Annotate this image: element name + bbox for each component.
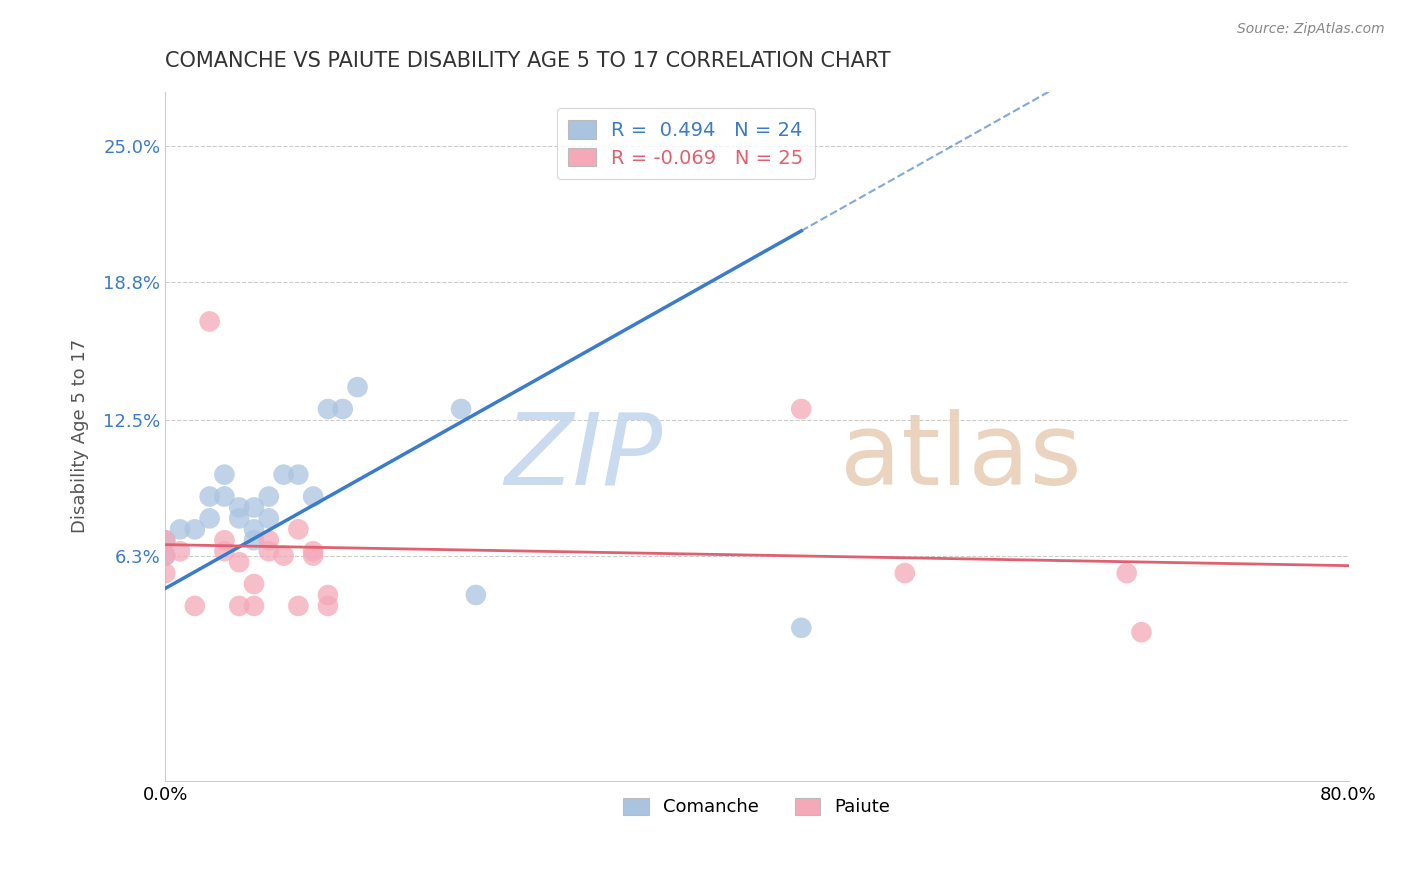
Point: [184, 599, 207, 613]
Point: [316, 588, 339, 602]
Point: [1115, 566, 1137, 580]
Point: [214, 544, 236, 558]
Point: [273, 467, 295, 482]
Point: [316, 599, 339, 613]
Point: [214, 490, 236, 504]
Point: [894, 566, 917, 580]
Point: [287, 522, 309, 536]
Point: [214, 533, 236, 548]
Point: [228, 500, 250, 515]
Point: [198, 314, 221, 328]
Point: [228, 599, 250, 613]
Point: [155, 549, 177, 563]
Point: [169, 544, 191, 558]
Point: [790, 402, 813, 417]
Point: [155, 566, 177, 580]
Point: [198, 511, 221, 525]
Legend: Comanche, Paiute: Comanche, Paiute: [616, 790, 898, 823]
Text: ZIP: ZIP: [503, 409, 662, 506]
Text: Source: ZipAtlas.com: Source: ZipAtlas.com: [1237, 22, 1385, 37]
Point: [243, 522, 266, 536]
Point: [346, 380, 368, 394]
Point: [302, 490, 325, 504]
Point: [257, 533, 280, 548]
Text: atlas: atlas: [839, 409, 1081, 506]
Point: [273, 549, 295, 563]
Point: [287, 599, 309, 613]
Point: [243, 577, 266, 591]
Y-axis label: Disability Age 5 to 17: Disability Age 5 to 17: [72, 339, 89, 533]
Point: [790, 621, 813, 635]
Point: [243, 533, 266, 548]
Point: [257, 544, 280, 558]
Point: [214, 467, 236, 482]
Point: [184, 522, 207, 536]
Point: [316, 402, 339, 417]
Point: [257, 490, 280, 504]
Point: [302, 549, 325, 563]
Point: [287, 467, 309, 482]
Point: [198, 490, 221, 504]
Point: [155, 549, 177, 563]
Point: [464, 588, 486, 602]
Point: [257, 511, 280, 525]
Point: [169, 522, 191, 536]
Point: [155, 533, 177, 548]
Point: [332, 402, 354, 417]
Point: [243, 500, 266, 515]
Text: COMANCHE VS PAIUTE DISABILITY AGE 5 TO 17 CORRELATION CHART: COMANCHE VS PAIUTE DISABILITY AGE 5 TO 1…: [166, 51, 891, 70]
Point: [228, 555, 250, 569]
Point: [302, 544, 325, 558]
Point: [243, 599, 266, 613]
Point: [450, 402, 472, 417]
Point: [155, 533, 177, 548]
Point: [228, 511, 250, 525]
Point: [1130, 625, 1153, 640]
